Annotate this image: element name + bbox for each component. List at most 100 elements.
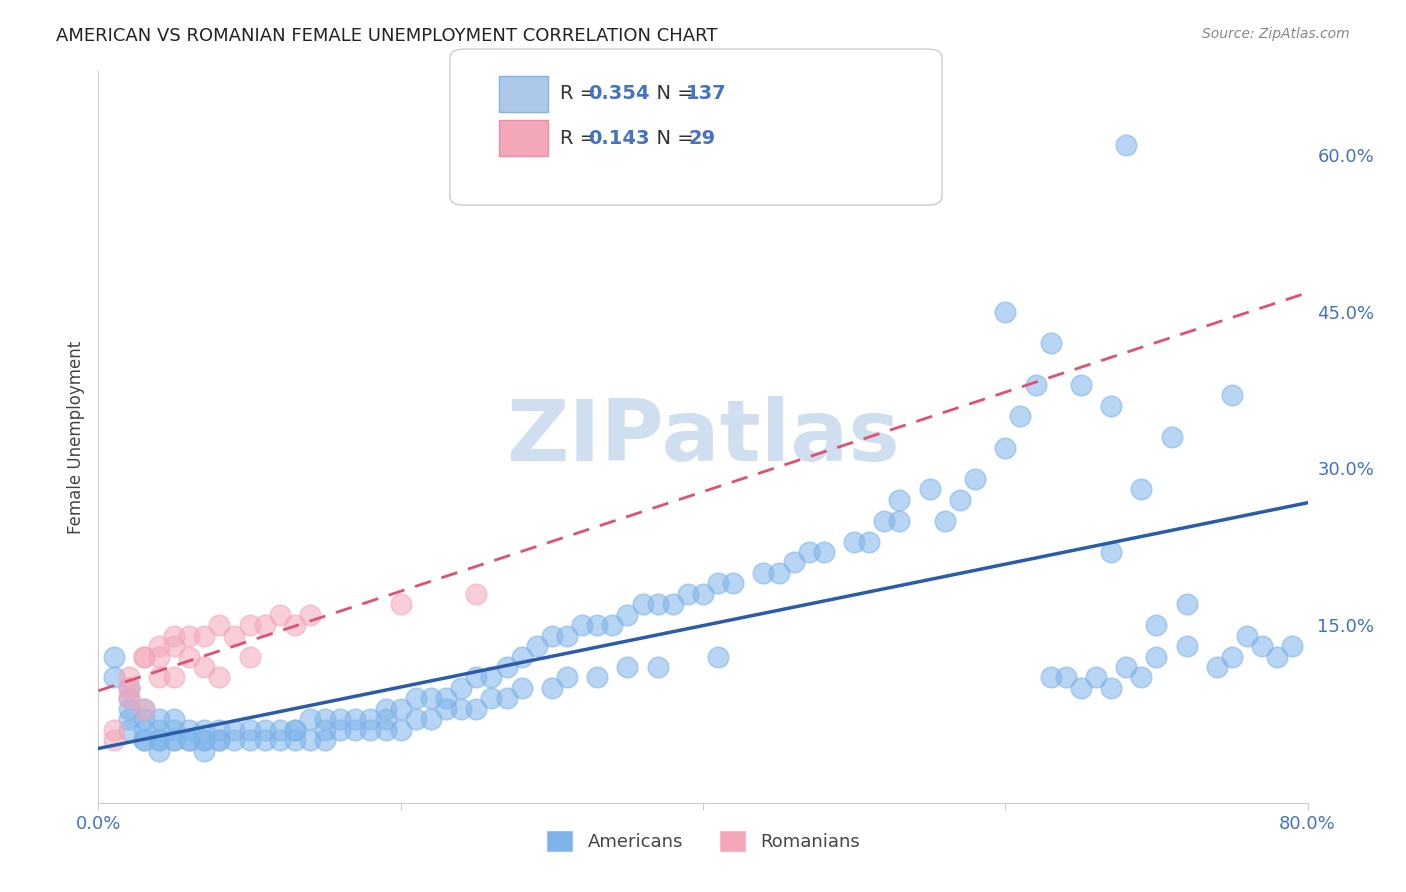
Point — [344, 723, 367, 737]
Point — [118, 723, 141, 737]
Point — [918, 483, 941, 497]
Point — [844, 534, 866, 549]
Point — [299, 733, 322, 747]
Text: Source: ZipAtlas.com: Source: ZipAtlas.com — [1202, 27, 1350, 41]
Point — [284, 618, 307, 632]
Point — [1206, 660, 1229, 674]
Point — [889, 514, 911, 528]
Point — [208, 723, 231, 737]
Point — [269, 607, 291, 622]
Point — [208, 733, 231, 747]
Point — [163, 733, 186, 747]
Point — [1267, 649, 1289, 664]
Point — [148, 743, 170, 757]
Point — [148, 649, 170, 664]
Point — [1144, 649, 1167, 664]
Text: R =: R = — [560, 128, 602, 148]
Point — [1160, 430, 1182, 444]
Point — [481, 691, 503, 706]
Point — [602, 618, 624, 632]
Point — [299, 607, 322, 622]
Point — [752, 566, 775, 580]
Point — [239, 723, 262, 737]
Point — [193, 723, 215, 737]
Point — [374, 712, 396, 726]
Point — [1099, 681, 1122, 695]
Point — [163, 723, 186, 737]
Point — [661, 597, 683, 611]
Point — [193, 660, 215, 674]
Point — [1099, 399, 1122, 413]
Point — [1130, 483, 1153, 497]
Point — [179, 723, 201, 737]
Point — [118, 691, 141, 706]
Point — [163, 733, 186, 747]
Y-axis label: Female Unemployment: Female Unemployment — [66, 341, 84, 533]
Point — [269, 733, 291, 747]
Point — [148, 733, 170, 747]
Point — [1070, 681, 1092, 695]
Point — [465, 702, 488, 716]
Point — [1251, 639, 1274, 653]
Point — [314, 723, 336, 737]
Point — [253, 733, 276, 747]
Point — [465, 670, 488, 684]
Point — [434, 702, 457, 716]
Point — [132, 702, 155, 716]
Point — [360, 723, 382, 737]
Point — [208, 670, 231, 684]
Point — [450, 702, 472, 716]
Point — [239, 649, 262, 664]
Point — [239, 733, 262, 747]
Point — [163, 639, 186, 653]
Point — [148, 723, 170, 737]
Point — [360, 712, 382, 726]
Point — [540, 629, 562, 643]
Point — [1175, 639, 1198, 653]
Point — [193, 733, 215, 747]
Point — [1085, 670, 1108, 684]
Point — [389, 723, 412, 737]
Point — [103, 670, 125, 684]
Point — [1220, 388, 1243, 402]
Point — [555, 629, 578, 643]
Point — [329, 723, 352, 737]
Point — [132, 733, 155, 747]
Point — [783, 556, 806, 570]
Point — [253, 618, 276, 632]
Text: 0.143: 0.143 — [588, 128, 650, 148]
Point — [934, 514, 956, 528]
Point — [103, 723, 125, 737]
Point — [299, 712, 322, 726]
Point — [481, 670, 503, 684]
Point — [465, 587, 488, 601]
Point — [208, 733, 231, 747]
Point — [420, 691, 443, 706]
Point — [616, 607, 638, 622]
Point — [420, 712, 443, 726]
Point — [889, 492, 911, 507]
Point — [586, 670, 609, 684]
Point — [434, 691, 457, 706]
Point — [1236, 629, 1258, 643]
Point — [1115, 660, 1137, 674]
Text: N =: N = — [644, 84, 700, 103]
Point — [1144, 618, 1167, 632]
Point — [1054, 670, 1077, 684]
Point — [586, 618, 609, 632]
Point — [103, 649, 125, 664]
Point — [284, 723, 307, 737]
Point — [647, 660, 669, 674]
Point — [253, 723, 276, 737]
Text: 137: 137 — [686, 84, 727, 103]
Point — [994, 441, 1017, 455]
Point — [132, 733, 155, 747]
Point — [163, 670, 186, 684]
Point — [873, 514, 896, 528]
Point — [495, 660, 517, 674]
Point — [193, 629, 215, 643]
Point — [676, 587, 699, 601]
Point — [510, 681, 533, 695]
Text: ZIPatlas: ZIPatlas — [506, 395, 900, 479]
Point — [284, 723, 307, 737]
